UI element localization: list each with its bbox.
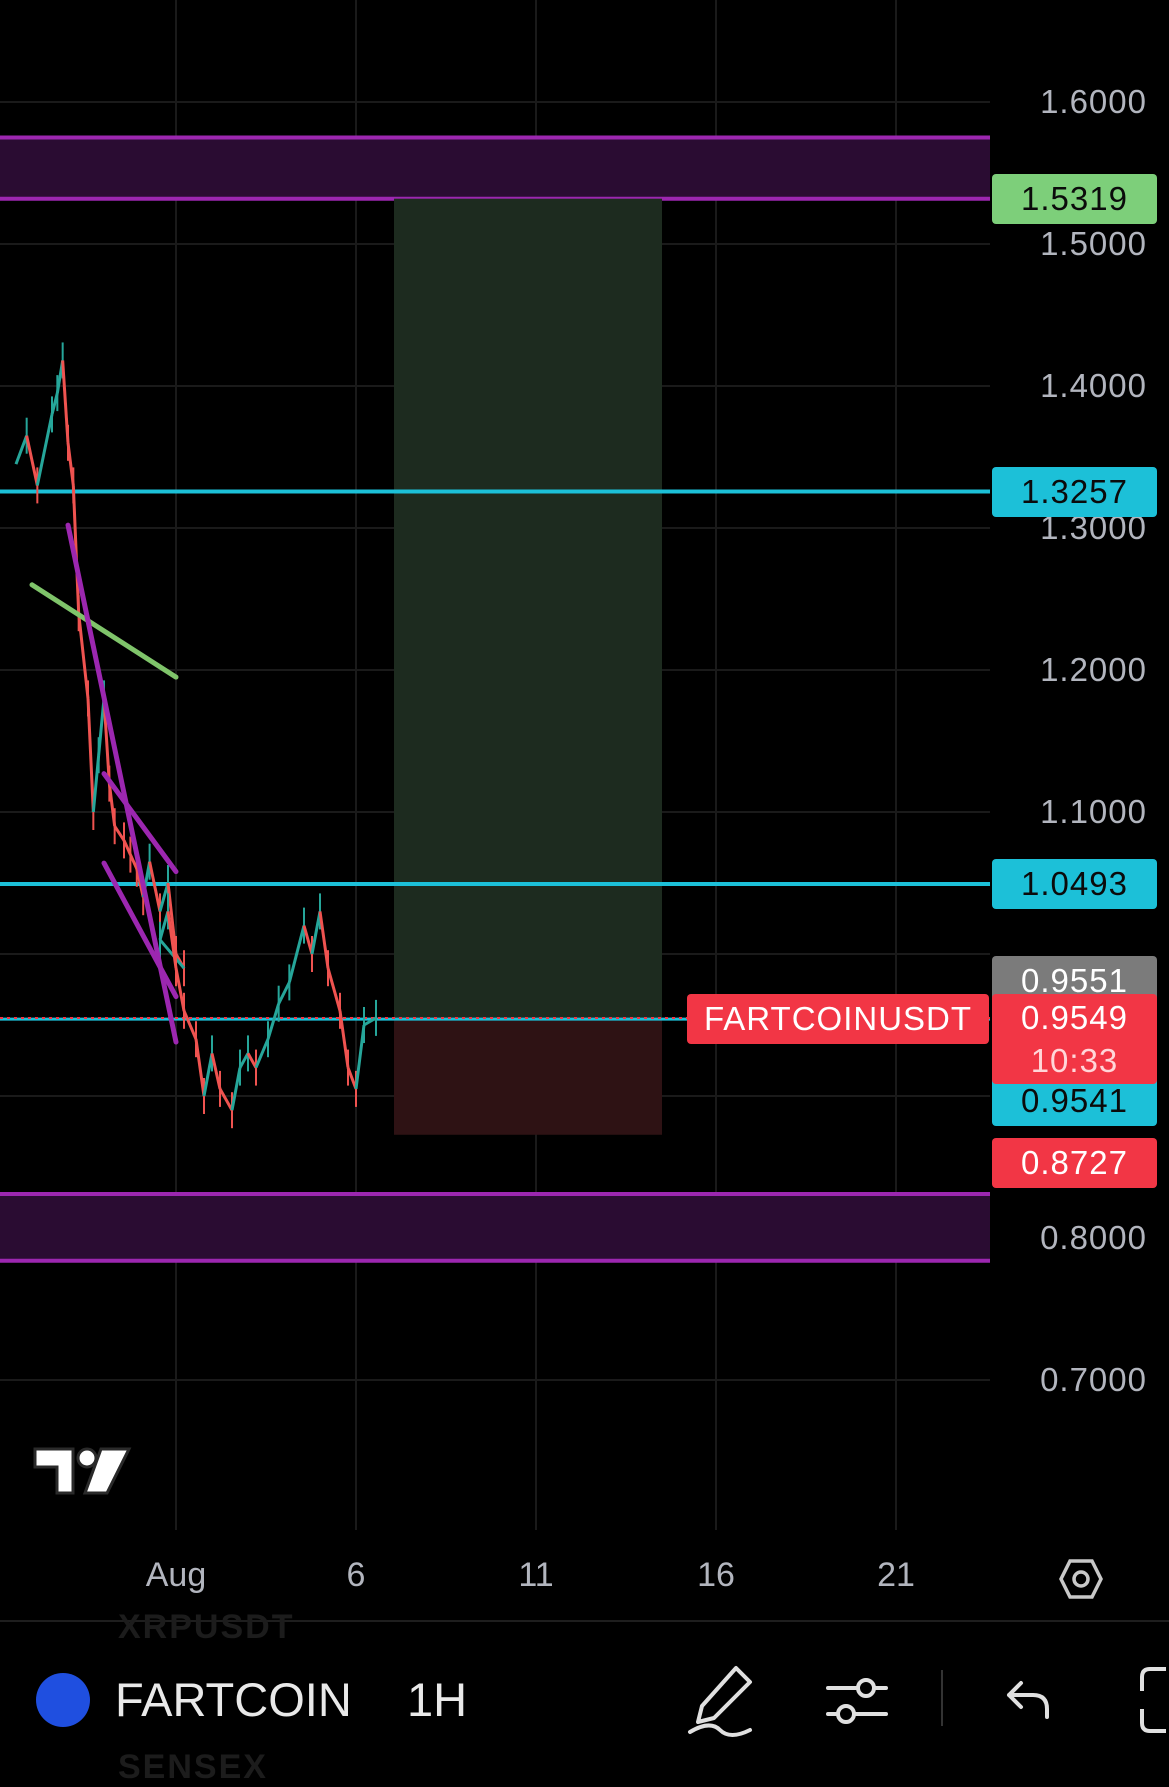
y-tick-label: 1.5000 xyxy=(1040,225,1147,262)
candle-segment xyxy=(338,1010,350,1068)
undo-icon[interactable] xyxy=(1003,1675,1053,1725)
price-tag: 0.9541 xyxy=(992,1076,1157,1127)
price-tag: 1.5319 xyxy=(992,173,1157,224)
candle-segment xyxy=(254,1038,270,1069)
trendline xyxy=(101,771,179,875)
y-tick-label: 1.1000 xyxy=(1040,793,1147,830)
indicators-icon[interactable] xyxy=(824,1668,890,1734)
symbol-button[interactable]: FARTCOIN xyxy=(115,1673,352,1726)
bottom-toolbar xyxy=(0,1620,1169,1782)
bar-countdown: 10:33 xyxy=(1030,1042,1119,1080)
candle-segment xyxy=(71,485,81,614)
symbol-logo[interactable] xyxy=(36,1673,90,1727)
candle-segment xyxy=(238,1052,250,1069)
trendline xyxy=(29,582,179,680)
y-tick-label: 1.4000 xyxy=(1040,367,1147,404)
price-tag: 1.0493 xyxy=(992,858,1157,909)
zone-fill xyxy=(0,1193,990,1261)
candle-segment xyxy=(287,925,306,983)
candle-segment xyxy=(86,698,95,813)
candle-segment xyxy=(166,882,178,955)
candle-segment xyxy=(182,1010,198,1040)
trendline xyxy=(101,860,179,1000)
x-tick-label: 6 xyxy=(346,1556,366,1594)
last-price-symbol-label: FARTCOINUSDT xyxy=(687,994,989,1045)
candle-segment xyxy=(158,882,170,912)
price-tag: 1.3257 xyxy=(992,466,1157,517)
candle-segment xyxy=(346,1067,358,1090)
y-tick-label: 0.8000 xyxy=(1040,1219,1147,1256)
candle-segment xyxy=(25,435,39,486)
candle-segment xyxy=(210,1053,222,1090)
trendline xyxy=(65,522,179,1045)
x-tick-label: 21 xyxy=(877,1556,915,1594)
ghost-symbol-below: SENSEX xyxy=(118,1748,268,1786)
candle-segment xyxy=(122,839,132,856)
candle-segment xyxy=(135,868,145,898)
candle-segment xyxy=(77,613,90,699)
candle-segment xyxy=(174,967,186,1012)
price-tag: 0.8727 xyxy=(992,1137,1157,1188)
ghost-symbol-above: XRPUSDT xyxy=(118,1608,295,1646)
candle-segment xyxy=(266,1003,281,1040)
price-chart[interactable] xyxy=(0,0,1169,1620)
zone-fill xyxy=(0,137,990,199)
candle-segment xyxy=(158,910,170,941)
last-price-tag: 0.9549 10:33 xyxy=(992,994,1157,1085)
loss-zone xyxy=(394,1019,662,1135)
y-tick-label: 0.7000 xyxy=(1040,1361,1147,1398)
candle-segment xyxy=(35,414,54,486)
candle-segment xyxy=(202,1053,214,1097)
y-tick-label: 1.2000 xyxy=(1040,651,1147,688)
y-tick-label: 1.6000 xyxy=(1040,83,1147,120)
candle-segment xyxy=(218,1088,234,1111)
candle-segment xyxy=(158,938,186,970)
interval-button[interactable]: 1H xyxy=(407,1673,468,1726)
candle-segment xyxy=(148,861,162,912)
toolbar-divider xyxy=(941,1670,943,1726)
candle-segment xyxy=(246,1052,258,1069)
candle-segment xyxy=(14,435,29,465)
candle-segment xyxy=(310,911,322,955)
last-price-value: 0.9549 xyxy=(1021,999,1128,1037)
candle-segment xyxy=(354,1024,366,1090)
candle-segment xyxy=(230,1067,242,1111)
x-tick-label: 11 xyxy=(518,1556,554,1594)
pen-icon[interactable] xyxy=(680,1660,760,1740)
x-tick-label: 16 xyxy=(697,1556,735,1594)
fullscreen-icon[interactable] xyxy=(1136,1665,1169,1735)
tradingview-logo[interactable] xyxy=(33,1443,133,1501)
candle-segment xyxy=(277,981,291,1005)
candle-segment xyxy=(113,825,126,842)
candle-segment xyxy=(363,1016,377,1027)
candle-segment xyxy=(302,925,314,955)
candle-segment xyxy=(166,911,178,969)
candle-segment xyxy=(318,911,330,969)
x-tick-label: Aug xyxy=(145,1556,207,1594)
settings-icon[interactable] xyxy=(1059,1557,1103,1601)
candle-segment xyxy=(326,967,342,1012)
candle-segment xyxy=(129,853,139,870)
profit-zone xyxy=(394,198,662,1020)
candle-segment xyxy=(194,1038,206,1097)
